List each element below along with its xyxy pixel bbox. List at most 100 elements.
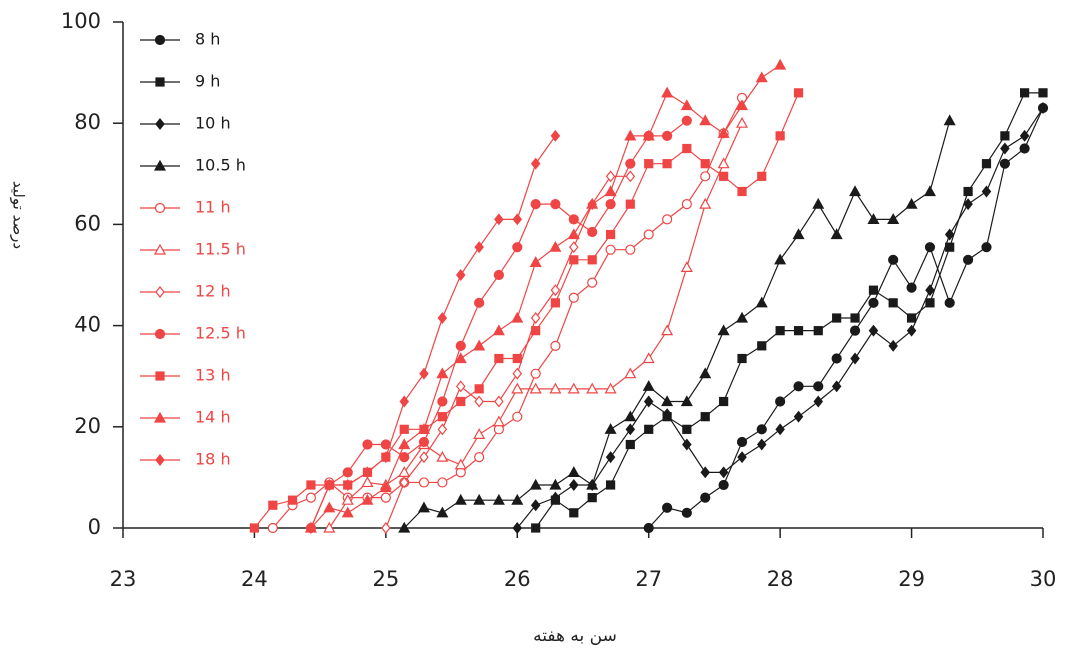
marker [530, 199, 541, 210]
marker [718, 479, 729, 491]
marker [625, 439, 635, 450]
marker [792, 228, 805, 240]
marker [454, 352, 467, 364]
marker [550, 491, 561, 504]
marker [849, 325, 861, 336]
marker [473, 339, 486, 351]
marker [474, 452, 485, 463]
marker [437, 396, 448, 407]
marker [550, 199, 561, 210]
marker [493, 269, 504, 281]
series-line [516, 107, 1044, 529]
legend-label: 12 h [195, 282, 231, 301]
marker [680, 99, 693, 111]
marker [436, 367, 449, 379]
marker [512, 242, 523, 253]
marker [586, 478, 599, 490]
marker [717, 127, 730, 138]
marker [306, 480, 316, 490]
marker [474, 241, 484, 254]
marker [512, 213, 523, 226]
series-line [648, 107, 1044, 529]
marker [1000, 131, 1010, 141]
marker [454, 458, 467, 470]
marker [362, 439, 373, 450]
marker [1019, 129, 1030, 142]
y-tick-label: 60 [74, 211, 101, 235]
marker [587, 493, 597, 503]
marker [418, 436, 430, 448]
marker [530, 368, 541, 379]
marker [981, 242, 992, 253]
marker [512, 522, 523, 534]
marker [793, 326, 804, 336]
marker [757, 341, 767, 351]
marker [1019, 88, 1030, 98]
marker [736, 99, 749, 111]
marker [436, 506, 449, 518]
y-tick-label: 0 [88, 515, 101, 539]
marker [756, 438, 767, 451]
marker [625, 158, 636, 169]
marker [944, 297, 955, 308]
marker [813, 395, 824, 408]
marker [736, 311, 749, 323]
marker [549, 240, 562, 252]
marker [905, 197, 918, 209]
marker [700, 171, 711, 182]
marker [492, 493, 505, 505]
marker [1000, 142, 1010, 155]
legend-marker [155, 118, 165, 130]
marker [681, 199, 692, 210]
marker [550, 298, 561, 308]
marker [381, 451, 391, 464]
marker [719, 396, 729, 407]
marker [700, 492, 711, 503]
marker [981, 185, 992, 198]
legend-label: 10.5 h [195, 156, 246, 175]
legend-label: 12.5 h [195, 324, 246, 343]
legend-label: 9 h [195, 72, 220, 91]
marker [587, 255, 597, 265]
marker [737, 353, 747, 364]
marker [850, 352, 860, 365]
marker [437, 423, 448, 436]
x-tick-label: 30 [1030, 567, 1057, 591]
y-tick-label: 80 [74, 110, 101, 134]
x-tick-label: 25 [372, 567, 399, 591]
marker [268, 500, 278, 510]
marker [511, 382, 524, 394]
marker [830, 228, 843, 240]
marker [774, 58, 787, 70]
marker [831, 353, 842, 364]
marker [999, 158, 1010, 169]
x-tick-label: 26 [504, 567, 531, 591]
marker [361, 493, 374, 505]
marker [586, 197, 599, 209]
marker [550, 284, 561, 297]
marker [473, 428, 486, 439]
marker [925, 298, 935, 308]
marker [775, 326, 785, 336]
marker [736, 116, 749, 128]
marker [569, 241, 579, 254]
y-tick-label: 20 [74, 414, 101, 438]
marker [924, 242, 936, 253]
marker [793, 381, 804, 392]
marker [399, 424, 409, 434]
marker [682, 438, 692, 451]
marker [680, 261, 693, 273]
marker [962, 254, 974, 265]
marker [456, 380, 466, 393]
marker [1019, 143, 1030, 154]
marker [644, 159, 654, 169]
marker [567, 228, 580, 240]
marker [813, 381, 824, 392]
marker [699, 197, 712, 209]
series-line [535, 92, 1043, 529]
marker [736, 436, 748, 448]
marker [456, 269, 466, 281]
marker [323, 521, 336, 533]
marker [624, 129, 637, 141]
legend-marker [155, 454, 165, 466]
